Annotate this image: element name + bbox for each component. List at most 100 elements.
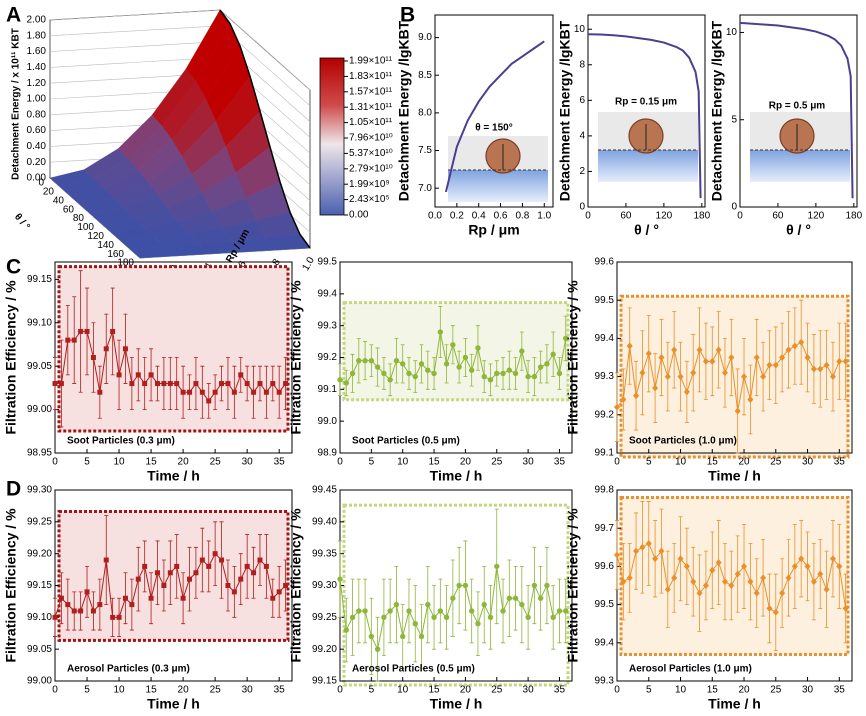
y-tick-label: 99.20 bbox=[312, 644, 337, 655]
marker bbox=[257, 381, 263, 387]
marker bbox=[71, 337, 77, 343]
marker bbox=[709, 357, 716, 365]
theta-tick-label: 140 bbox=[97, 240, 114, 251]
marker bbox=[772, 608, 779, 616]
marker bbox=[425, 367, 431, 373]
marker bbox=[494, 563, 500, 570]
theta-tick-label: 80 bbox=[73, 213, 85, 224]
data-line bbox=[587, 33, 702, 199]
x-tick-label: 120 bbox=[808, 211, 825, 222]
x-tick-label: 20 bbox=[460, 457, 472, 468]
marker bbox=[412, 373, 418, 380]
x-tick-label: 35 bbox=[834, 457, 846, 468]
x-tick-label: 15 bbox=[428, 457, 440, 468]
marker bbox=[381, 370, 387, 377]
highlight-box bbox=[619, 495, 850, 656]
marker bbox=[556, 608, 563, 614]
theta-axis-title: θ / ° bbox=[12, 212, 32, 233]
marker bbox=[349, 614, 356, 621]
highlight-box bbox=[342, 503, 570, 687]
x-tick-label: 35 bbox=[274, 685, 286, 696]
marker bbox=[721, 369, 728, 377]
marker bbox=[148, 595, 154, 601]
y-tick-label: 99.10 bbox=[27, 612, 52, 623]
marker bbox=[199, 557, 205, 563]
marker bbox=[161, 381, 167, 387]
y-tick-label: 0 bbox=[579, 202, 585, 213]
highlight-box bbox=[342, 301, 570, 402]
marker bbox=[525, 614, 531, 621]
y-tick-label: 7.5 bbox=[418, 145, 432, 156]
x-tick-label: 25 bbox=[210, 685, 222, 696]
panel-label: C bbox=[6, 256, 21, 279]
marker bbox=[199, 389, 205, 395]
x-tick-label: 10 bbox=[113, 457, 125, 468]
y-tick-label: 99.2 bbox=[318, 352, 338, 363]
marker bbox=[251, 570, 257, 576]
colorbar-label: 1.31×10¹¹ bbox=[349, 102, 393, 113]
marker bbox=[639, 369, 646, 377]
y-tick-label: 99.4 bbox=[595, 333, 615, 344]
colorbar-label: 1.57×10¹¹ bbox=[349, 86, 393, 97]
chart-title: Soot Particles (0.3 μm) bbox=[67, 436, 175, 447]
y-tick-label: 98.95 bbox=[27, 448, 52, 459]
x-tick-label: 0 bbox=[737, 211, 743, 222]
x-tick-label: 120 bbox=[656, 211, 673, 222]
theta-tick-label: 20 bbox=[43, 187, 55, 198]
marker bbox=[614, 403, 620, 411]
x-tick-label: 0.0 bbox=[428, 211, 442, 222]
y-tick-label: 0 bbox=[731, 202, 737, 213]
x-axis-title: θ / ° bbox=[634, 222, 659, 238]
y-tick-label: 99.15 bbox=[27, 274, 52, 285]
y-tick-label: 99.1 bbox=[318, 384, 338, 395]
x-tick-label: 180 bbox=[845, 211, 862, 222]
marker bbox=[431, 614, 437, 621]
marker bbox=[652, 555, 659, 563]
marker bbox=[741, 562, 748, 570]
x-tick-label: 0 bbox=[337, 457, 343, 468]
panel-label: A bbox=[6, 4, 21, 27]
marker bbox=[487, 614, 494, 621]
marker bbox=[836, 562, 843, 570]
x-tick-label: 10 bbox=[397, 685, 409, 696]
marker bbox=[475, 621, 481, 627]
marker bbox=[362, 608, 368, 614]
y-axis-title: Filtration Efficiency / % bbox=[288, 508, 304, 663]
y-axis-title: Filtration Efficiency / % bbox=[3, 508, 19, 663]
y-tick-label: 99.35 bbox=[312, 548, 337, 559]
marker bbox=[65, 602, 71, 608]
marker bbox=[425, 601, 431, 608]
marker bbox=[842, 604, 849, 612]
x-axis-title: Time / h bbox=[430, 468, 483, 484]
x-tick-label: 20 bbox=[178, 457, 190, 468]
marker bbox=[238, 576, 244, 582]
marker bbox=[690, 578, 697, 586]
marker bbox=[219, 557, 225, 563]
marker bbox=[658, 354, 665, 361]
x-tick-label: 25 bbox=[770, 685, 782, 696]
marker bbox=[696, 346, 703, 354]
marker bbox=[193, 381, 199, 387]
marker bbox=[741, 373, 748, 381]
marker bbox=[512, 595, 519, 601]
marker bbox=[645, 539, 652, 547]
x-tick-label: 0.6 bbox=[494, 211, 508, 222]
marker bbox=[174, 563, 180, 569]
marker bbox=[721, 578, 728, 586]
marker bbox=[671, 346, 678, 354]
y-axis-title: Detachment Energy /lgKBT bbox=[396, 20, 412, 201]
inset-substrate bbox=[598, 150, 698, 182]
theta-tick-label: 40 bbox=[53, 195, 65, 206]
y-tick-label: 99.00 bbox=[27, 404, 52, 415]
marker bbox=[450, 342, 456, 348]
x-tick-label: 180 bbox=[693, 211, 710, 222]
inset-substrate bbox=[448, 170, 548, 202]
colorbar-label: 1.05×10¹¹ bbox=[349, 117, 393, 128]
x-tick-label: 0 bbox=[614, 685, 620, 696]
x-tick-label: 35 bbox=[274, 457, 286, 468]
marker bbox=[276, 389, 282, 395]
x-tick-label: 0 bbox=[52, 457, 58, 468]
y-tick-label: 99.10 bbox=[27, 317, 52, 328]
marker bbox=[78, 608, 84, 614]
marker bbox=[418, 361, 425, 367]
